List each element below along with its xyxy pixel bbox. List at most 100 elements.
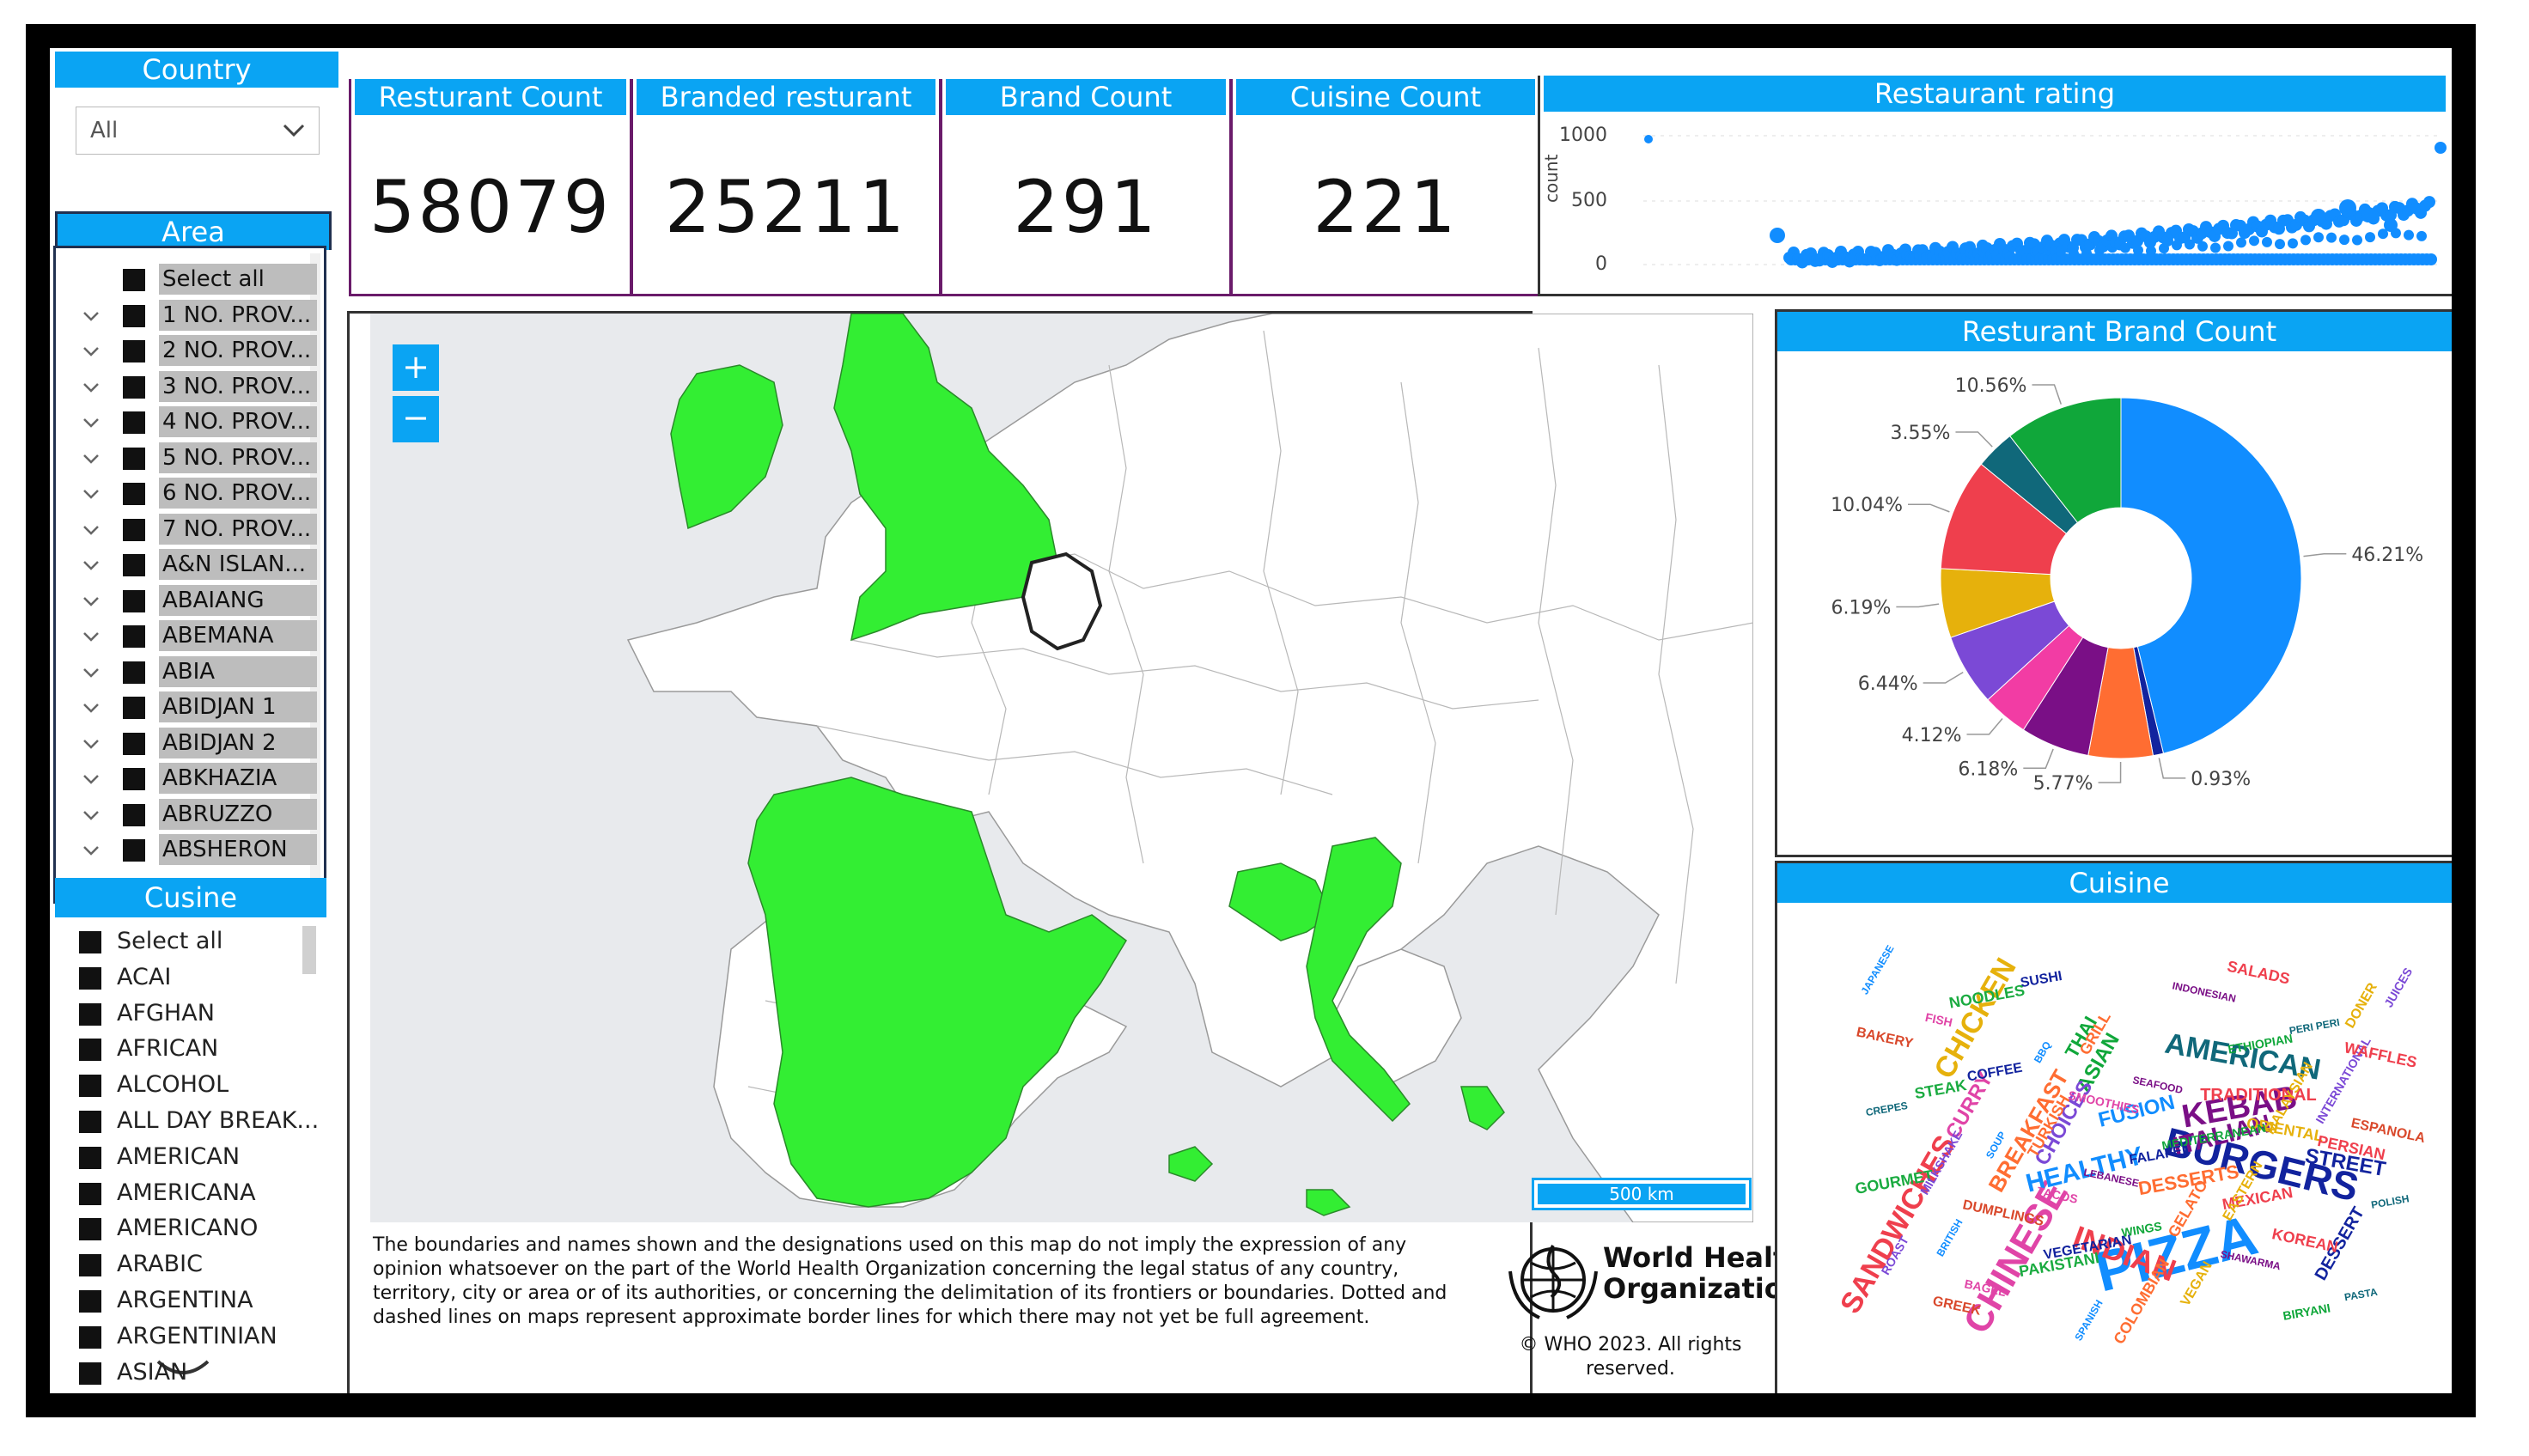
checkbox[interactable] xyxy=(123,447,145,470)
cuisine-word-cloud[interactable]: PIZZABURGERSKEBABAMERICANCHINESEINDIANSA… xyxy=(1777,903,2452,1393)
cloud-word[interactable]: DONER xyxy=(2343,980,2380,1031)
area-item[interactable]: ABRUZZO xyxy=(56,797,324,832)
chevron-down-icon[interactable] xyxy=(82,627,101,646)
checkbox[interactable] xyxy=(123,589,145,612)
cuisine-item[interactable]: AMERICAN xyxy=(79,1140,337,1174)
cloud-word[interactable]: BAKERY xyxy=(1855,1025,1914,1051)
cuisine-item[interactable]: AFRICAN xyxy=(79,1032,337,1066)
chevron-down-icon[interactable] xyxy=(82,521,101,539)
area-item[interactable]: 1 NO. PROV... xyxy=(56,298,324,332)
checkbox[interactable] xyxy=(123,803,145,826)
cuisine-item[interactable]: ACAI xyxy=(79,960,337,995)
area-item[interactable]: ABIDJAN 2 xyxy=(56,726,324,760)
chevron-down-icon[interactable] xyxy=(82,307,101,326)
cuisine-item[interactable]: ALCOHOL xyxy=(79,1068,337,1102)
area-item[interactable]: A&N ISLAN... xyxy=(56,547,324,582)
checkbox[interactable] xyxy=(79,1325,101,1349)
cloud-word[interactable]: FISH xyxy=(1924,1010,1954,1029)
chevron-down-icon[interactable] xyxy=(82,592,101,611)
cloud-word[interactable]: SPANISH xyxy=(2072,1298,2105,1343)
rating-scatter-chart[interactable]: count 1000 500 0 xyxy=(1540,115,2449,290)
checkbox[interactable] xyxy=(79,1254,101,1277)
checkbox[interactable] xyxy=(79,1290,101,1313)
country-dropdown[interactable]: All xyxy=(76,107,320,155)
chevron-down-icon[interactable] xyxy=(82,556,101,575)
chevron-down-icon[interactable] xyxy=(82,734,101,753)
checkbox[interactable] xyxy=(79,1111,101,1133)
zoom-out-button[interactable]: − xyxy=(393,396,439,442)
checkbox[interactable] xyxy=(79,931,101,953)
europe-map[interactable] xyxy=(370,314,1753,1222)
cloud-word[interactable]: PASTA xyxy=(2343,1286,2379,1304)
chevron-down-icon[interactable] xyxy=(82,449,101,468)
area-item[interactable]: ABSHERON xyxy=(56,832,324,867)
checkbox[interactable] xyxy=(123,697,145,719)
cloud-word[interactable]: BRITISH xyxy=(1934,1217,1965,1259)
cuisine-item[interactable]: AMERICANA xyxy=(79,1176,337,1210)
scroll-more-icon[interactable] xyxy=(155,1358,211,1379)
chevron-down-icon[interactable] xyxy=(82,770,101,789)
chevron-down-icon[interactable] xyxy=(82,342,101,361)
checkbox[interactable] xyxy=(79,966,101,990)
cloud-word[interactable]: PERI PERI xyxy=(2288,1016,2341,1037)
checkbox[interactable] xyxy=(123,269,145,291)
chevron-down-icon[interactable] xyxy=(82,413,101,432)
checkbox[interactable] xyxy=(79,1075,101,1098)
checkbox[interactable] xyxy=(123,375,145,399)
cloud-word[interactable]: KOREAN xyxy=(2270,1225,2339,1256)
checkbox[interactable] xyxy=(123,304,145,327)
checkbox[interactable] xyxy=(123,661,145,684)
checkbox[interactable] xyxy=(123,554,145,576)
brand-donut-chart[interactable]: 46.21% 0.93% 5.77% 6.18% 4.12% 6.44% 6.19% 10.0… xyxy=(1777,351,2452,855)
area-item[interactable]: 6 NO. PROV... xyxy=(56,476,324,510)
checkbox[interactable] xyxy=(123,518,145,541)
pie-slice[interactable] xyxy=(2120,397,2302,754)
cloud-word[interactable]: BBQ xyxy=(2032,1039,2053,1065)
cuisine-item[interactable]: AFGHAN xyxy=(79,996,337,1031)
area-item[interactable]: ABIDJAN 1 xyxy=(56,690,324,724)
checkbox[interactable] xyxy=(123,768,145,790)
cloud-word[interactable]: SUSHI xyxy=(2020,969,2063,990)
area-item[interactable]: Select all xyxy=(56,262,324,296)
pie-slice[interactable] xyxy=(2008,397,2122,524)
area-item[interactable]: 7 NO. PROV... xyxy=(56,512,324,546)
chevron-down-icon[interactable] xyxy=(82,806,101,825)
cloud-word[interactable]: JAPANESE xyxy=(1859,943,1897,996)
chevron-down-icon[interactable] xyxy=(82,663,101,682)
cuisine-item[interactable]: ALL DAY BREAK... xyxy=(79,1104,337,1138)
cloud-word[interactable]: SEAFOOD xyxy=(2131,1074,2184,1096)
chevron-down-icon[interactable] xyxy=(82,484,101,503)
checkbox[interactable] xyxy=(79,1002,101,1026)
area-item[interactable]: 2 NO. PROV... xyxy=(56,333,324,368)
cuisine-item[interactable]: ARGENTINIAN xyxy=(79,1319,337,1354)
checkbox[interactable] xyxy=(123,483,145,505)
checkbox[interactable] xyxy=(79,1362,101,1385)
zoom-in-button[interactable]: + xyxy=(393,344,439,391)
chevron-down-icon[interactable] xyxy=(82,378,101,397)
cloud-word[interactable]: POLISH xyxy=(2370,1192,2410,1211)
checkbox[interactable] xyxy=(123,340,145,362)
cuisine-scrollbar[interactable] xyxy=(302,926,316,974)
cloud-word[interactable]: JUICES xyxy=(2381,966,2415,1010)
chevron-down-icon[interactable] xyxy=(82,841,101,860)
cloud-word[interactable]: SALADS xyxy=(2226,958,2292,988)
cuisine-item[interactable]: Select all xyxy=(79,924,337,959)
cloud-word[interactable]: TRADITIONAL xyxy=(2200,1086,2317,1105)
checkbox[interactable] xyxy=(123,839,145,862)
area-item[interactable]: ABEMANA xyxy=(56,618,324,653)
cuisine-item[interactable]: ASIAN xyxy=(79,1355,337,1390)
cuisine-item[interactable]: ARGENTINA xyxy=(79,1283,337,1318)
cloud-word[interactable]: BIRYANI xyxy=(2282,1301,2331,1322)
area-item[interactable]: ABIA xyxy=(56,655,324,689)
checkbox[interactable] xyxy=(79,1182,101,1205)
chevron-down-icon[interactable] xyxy=(82,698,101,717)
area-item[interactable]: ABKHAZIA xyxy=(56,761,324,795)
area-item[interactable]: 3 NO. PROV... xyxy=(56,369,324,404)
area-item[interactable]: 5 NO. PROV... xyxy=(56,441,324,475)
checkbox[interactable] xyxy=(79,1146,101,1169)
checkbox[interactable] xyxy=(123,625,145,648)
cloud-word[interactable]: CREPES xyxy=(1865,1100,1909,1118)
cloud-word[interactable]: INDONESIAN xyxy=(2172,979,2238,1004)
cuisine-item[interactable]: AMERICANO xyxy=(79,1211,337,1246)
area-item[interactable]: ABAIANG xyxy=(56,583,324,618)
